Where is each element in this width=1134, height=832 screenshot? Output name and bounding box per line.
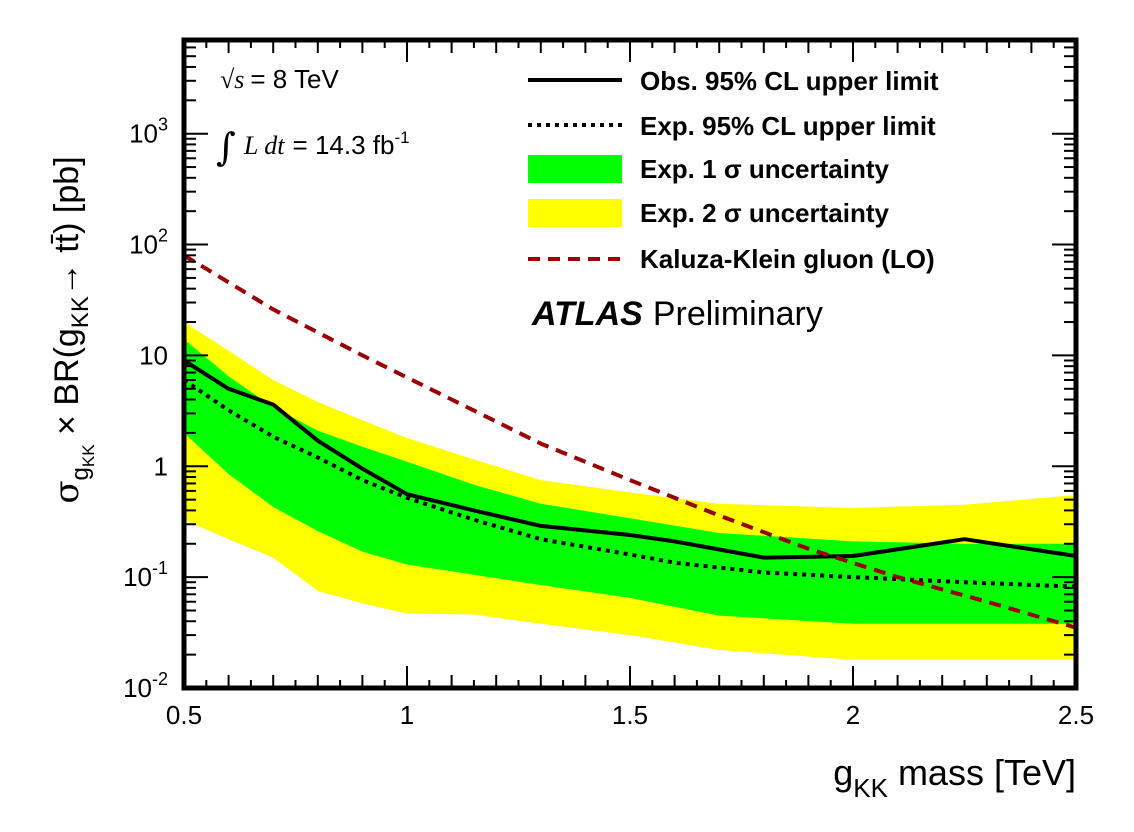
uncertainty-bands <box>184 322 1076 660</box>
legend-2sigma-label: Exp. 2 σ uncertainty <box>640 198 890 228</box>
axis-ticks <box>183 39 1077 689</box>
y-tick-label: 10 <box>139 340 168 370</box>
x-axis-label: gKK mass [TeV] <box>833 752 1076 803</box>
legend-exp-label: Exp. 95% CL upper limit <box>640 111 936 141</box>
legend-kk-label: Kaluza-Klein gluon (LO) <box>640 244 935 274</box>
legend-1sigma-label: Exp. 1 σ uncertainty <box>640 154 890 184</box>
y-tick-label: 102 <box>129 226 168 260</box>
x-tick-label: 1.5 <box>612 700 648 730</box>
y-tick-label: 10-2 <box>123 669 168 703</box>
legend-2sigma-symbol <box>528 199 622 227</box>
x-tick-label: 0.5 <box>166 700 202 730</box>
x-tick-label: 2.5 <box>1058 700 1094 730</box>
y-axis-label: σgKK × BR(gKK→ tt̄) [pb] <box>47 156 98 503</box>
band-1sigma <box>184 339 1076 624</box>
legend-1sigma-symbol <box>528 155 622 183</box>
kk-gluon-line <box>182 253 1077 630</box>
legend-obs-label: Obs. 95% CL upper limit <box>640 66 939 96</box>
y-tick-label: 103 <box>129 115 168 149</box>
x-tick-label: 2 <box>846 700 860 730</box>
atlas-label: ATLAS Preliminary <box>531 295 823 333</box>
y-tick-label: 10-1 <box>123 558 168 592</box>
luminosity-label: ∫ L dt = 14.3 fb-1 <box>216 125 410 169</box>
y-tick-label: 1 <box>154 451 168 481</box>
limit-curves <box>182 253 1077 630</box>
x-tick-label: 1 <box>400 700 414 730</box>
axis-tick-labels: 0.5 1 1.5 2 2.5 10-2 10-1 1 10 102 103 <box>123 115 1094 730</box>
sqrt-s-label: √s = 8 TeV <box>220 64 339 94</box>
expected-limit-line <box>182 378 1077 589</box>
legend: Obs. 95% CL upper limit Exp. 95% CL uppe… <box>528 66 939 274</box>
